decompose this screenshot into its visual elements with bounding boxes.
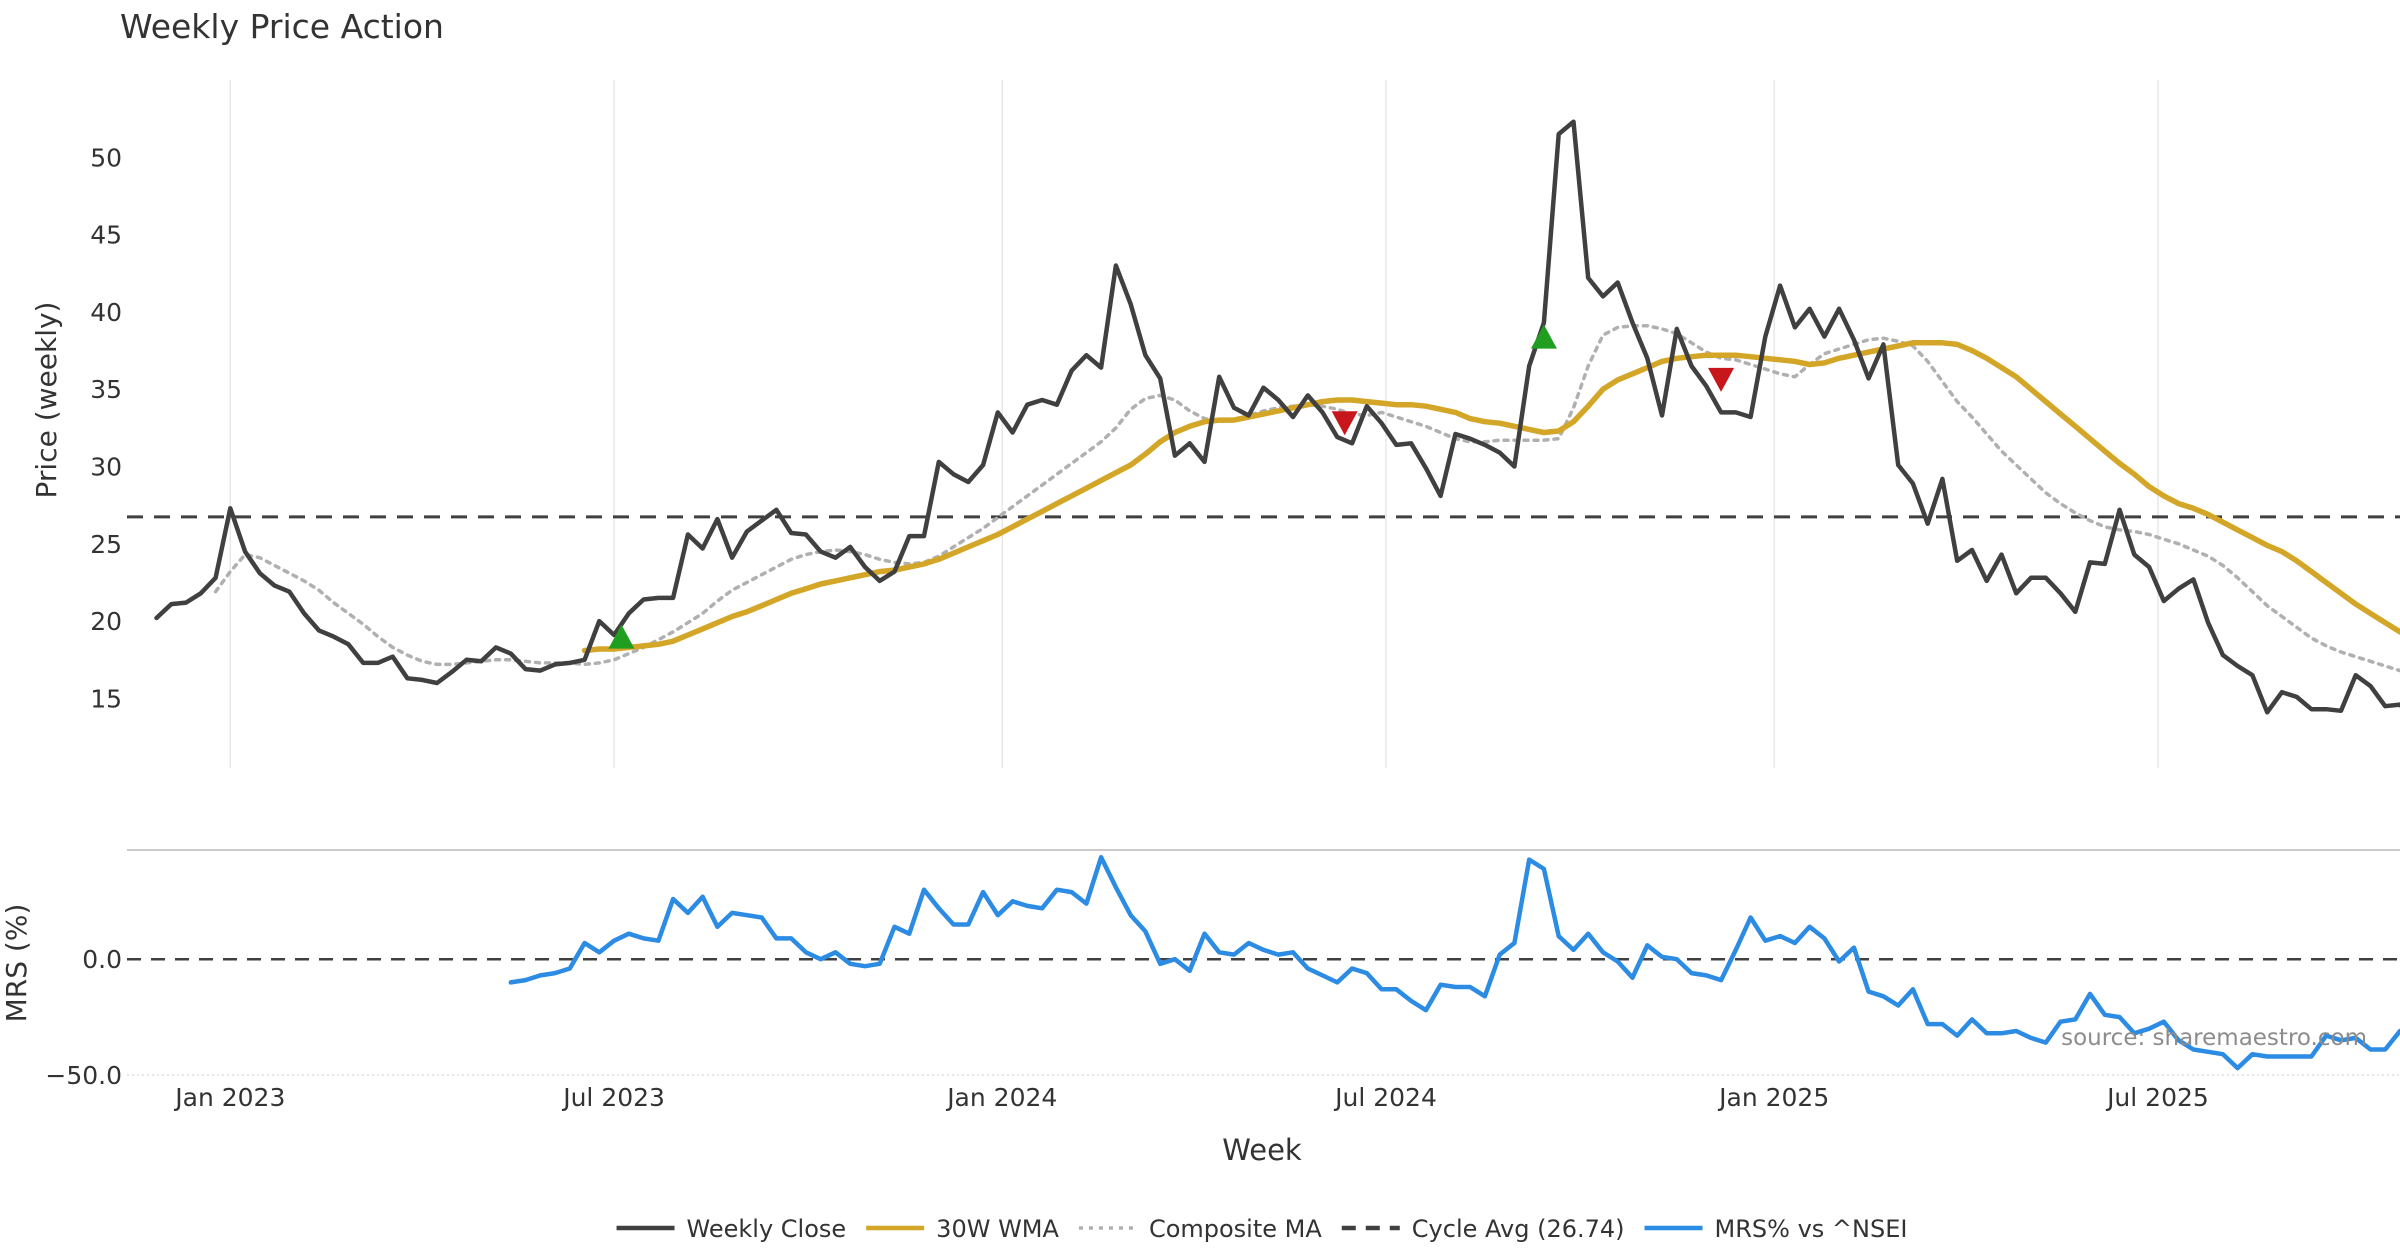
legend-label: Composite MA: [1149, 1215, 1322, 1243]
source-watermark: source: sharemaestro.com: [2061, 1025, 2367, 1051]
price-ytick-label: 30: [90, 453, 122, 482]
price-axis-label: Price (weekly): [30, 302, 63, 499]
x-tick-label: Jan 2024: [945, 1083, 1057, 1112]
price-ytick-label: 50: [90, 143, 122, 172]
buy-signal-marker-2: [1530, 324, 1557, 349]
mrs-y-ticks: 0.0 −50.0: [45, 945, 122, 1090]
price-ytick-label: 25: [90, 530, 122, 559]
legend-label: Cycle Avg (26.74): [1412, 1215, 1625, 1243]
price-y-ticks: 15 20 25 30 35 40 45 50: [90, 143, 122, 713]
x-tick-label: Jan 2023: [173, 1083, 285, 1112]
legend-item-4: MRS% vs ^NSEI: [1644, 1215, 1908, 1243]
x-ticks: Jan 2023 Jul 2023 Jan 2024 Jul 2024 Jan 2025…: [173, 1083, 2209, 1112]
x-axis-label: Week: [1222, 1133, 1302, 1167]
price-ytick-label: 35: [90, 375, 122, 404]
legend-item-2: Composite MA: [1078, 1215, 1322, 1243]
price-ytick-label: 15: [90, 684, 122, 713]
gridlines: [229, 80, 2159, 768]
mrs-series: [508, 855, 2400, 1071]
series-30w-wma: [581, 340, 2400, 654]
mrs-ytick-label: 0.0: [82, 945, 122, 974]
mrs-ytick-label: −50.0: [45, 1061, 122, 1090]
series-weekly-close: [154, 119, 2400, 715]
sell-signal-marker-1: [1331, 411, 1358, 436]
price-ytick-label: 20: [90, 607, 122, 636]
x-tick-label: Jul 2023: [561, 1083, 665, 1112]
price-ytick-label: 40: [90, 298, 122, 327]
legend-item-0: Weekly Close: [616, 1215, 847, 1243]
price-ytick-label: 45: [90, 221, 122, 250]
series-composite-ma: [213, 324, 2400, 673]
series-mrs-vs-nsei: [508, 855, 2400, 1071]
buy-signal-marker-0: [608, 624, 635, 649]
legend-label: Weekly Close: [687, 1215, 847, 1243]
signal-markers: [608, 324, 1735, 649]
sell-signal-marker-3: [1708, 367, 1735, 392]
legend-item-3: Cycle Avg (26.74): [1341, 1215, 1625, 1243]
x-tick-label: Jul 2024: [1333, 1083, 1437, 1112]
legend-item-1: 30W WMA: [866, 1215, 1060, 1243]
legend-label: 30W WMA: [936, 1215, 1059, 1243]
legend: Weekly Close 30W WMA Composite MA Cycle Avg…: [616, 1215, 1908, 1243]
x-tick-label: Jan 2025: [1717, 1083, 1829, 1112]
mrs-axis-label: MRS (%): [0, 904, 33, 1023]
x-tick-label: Jul 2025: [2105, 1083, 2209, 1112]
price-series: [154, 119, 2400, 715]
chart-title: Weekly Price Action: [120, 7, 444, 46]
legend-label: MRS% vs ^NSEI: [1715, 1215, 1908, 1243]
